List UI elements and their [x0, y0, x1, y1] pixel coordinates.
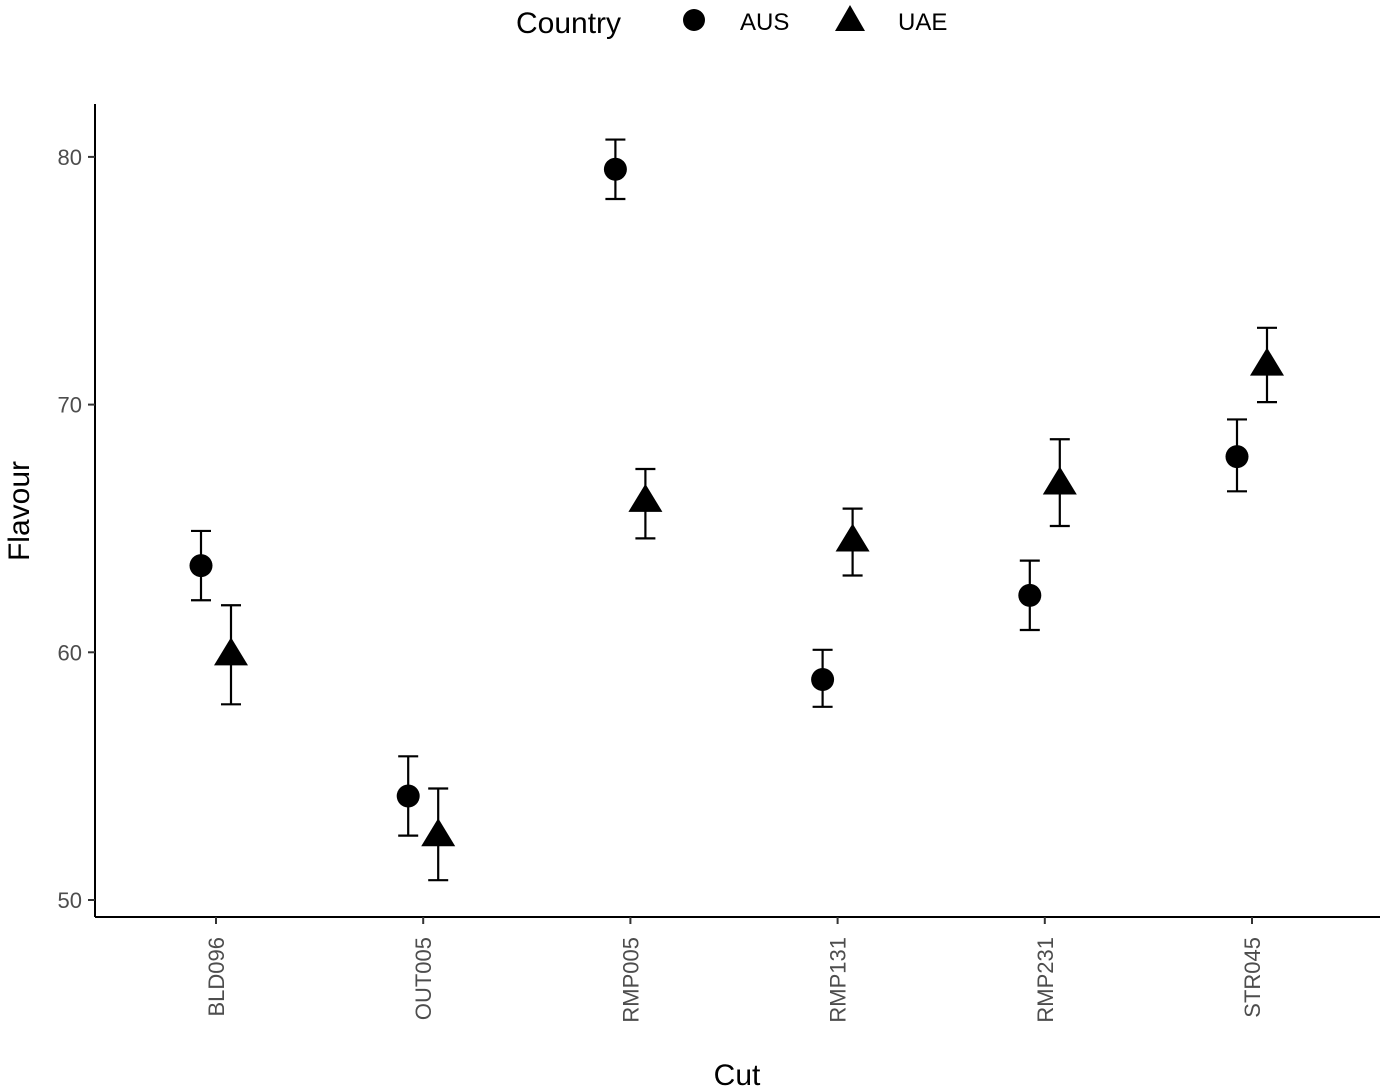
legend-marker-aus: [683, 9, 705, 31]
y-tick-label: 60: [58, 640, 82, 665]
y-axis-title: Flavour: [3, 461, 36, 561]
point-aus: [1018, 583, 1042, 607]
x-tick-label: OUT005: [411, 937, 436, 1020]
legend-marker-uae: [835, 5, 865, 31]
point-uae: [835, 523, 870, 552]
y-tick-label: 70: [58, 393, 82, 418]
point-aus: [811, 668, 835, 692]
point-aus: [189, 554, 213, 578]
x-axis-title: Cut: [714, 1059, 761, 1090]
axes: 50 60 70 80 BLD096 OUT005 RMP005 RMP131 RMP231 ST…: [58, 104, 1380, 1023]
point-uae: [214, 637, 248, 666]
point-uae: [1042, 466, 1077, 495]
legend-title: Country: [516, 7, 621, 40]
marks: [189, 138, 1284, 882]
x-tick-label: BLD096: [204, 937, 229, 1017]
legend-label-aus: AUS: [740, 9, 789, 36]
point-aus: [1225, 445, 1249, 469]
point-aus: [603, 157, 627, 181]
point-uae: [1250, 347, 1284, 376]
point-uae: [421, 818, 456, 847]
x-tick-label: RMP231: [1033, 937, 1058, 1023]
y-tick-label: 80: [58, 145, 82, 170]
point-aus: [396, 784, 420, 808]
x-tick-label: RMP005: [618, 937, 643, 1023]
x-tick-label: RMP131: [826, 937, 851, 1023]
y-tick-label: 50: [58, 888, 82, 913]
point-uae: [628, 483, 663, 512]
x-tick-label: STR045: [1240, 937, 1265, 1018]
legend-label-uae: UAE: [898, 9, 947, 36]
legend: Country AUS UAE: [516, 5, 947, 40]
